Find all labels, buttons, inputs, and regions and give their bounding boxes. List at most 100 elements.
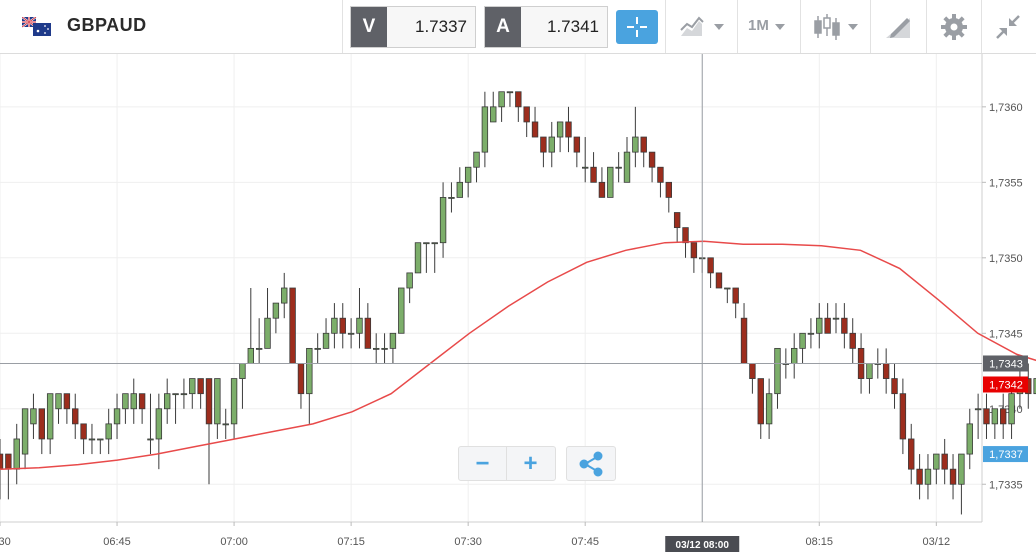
candle-bearish [916,468,923,485]
candle-bearish [891,378,898,395]
svg-text:1,7337: 1,7337 [989,449,1023,461]
candle-bullish [464,166,472,183]
divider [800,0,801,53]
buy-price: 1.7341 [547,17,599,36]
time-tick-label: 07:30 [454,536,482,548]
candle-bearish [598,181,606,198]
candles-layer [0,91,1036,515]
candle-bearish [297,363,305,395]
candle-bearish [5,453,12,470]
candle-bearish [531,121,539,138]
candle-bearish [138,393,146,410]
candle-bullish [255,347,263,350]
candle-bullish [230,378,238,425]
candle-bullish [866,363,873,379]
candle-bullish [247,347,254,364]
candle-bearish [197,378,204,395]
collapse-button[interactable] [993,12,1023,42]
candle-bullish [966,423,973,455]
zoom-out-button[interactable]: − [459,447,507,480]
candle-bullish [423,242,430,245]
time-tick-label: 03/12 [923,536,951,548]
candle-bearish [882,363,890,379]
candle-bullish [214,378,221,425]
candle-bullish [272,302,280,319]
candle-bearish [573,136,581,153]
candle-bullish [556,121,564,138]
divider [870,0,871,53]
candle-style-button[interactable] [812,12,862,42]
candle-bullish [172,393,179,396]
divider [981,0,982,53]
candle-bullish [88,438,96,441]
price-tick-label: 1,7350 [989,253,1023,265]
candle-bullish [439,197,447,244]
candle-bullish [807,332,815,335]
instrument-symbol: GBPAUD [67,15,147,35]
candle-bullish [774,347,781,395]
candle-bearish [80,423,87,440]
candle-bullish [381,347,388,350]
timeframe-selector[interactable]: 1M [748,17,769,34]
crosshair-button[interactable] [616,10,658,44]
candle-bearish [648,151,656,168]
candle-bullish [991,408,999,425]
candle-bearish [38,408,45,440]
candle-bearish [949,468,957,485]
candle-bearish [749,363,756,379]
zoom-in-button[interactable]: + [523,449,538,477]
time-tick-label: 07:00 [220,536,248,548]
bid-price-label: 1,7342 [983,376,1028,393]
candle-bullish [331,317,338,334]
price-tick-label: 1,7335 [989,479,1023,491]
candle-bullish [623,151,631,183]
candle-bearish [590,166,597,183]
time-tick-label: 08:15 [806,536,834,548]
share-button[interactable] [566,446,616,481]
candle-bullish [122,393,129,410]
candle-bullish [130,393,137,410]
drawing-tools-button[interactable] [883,12,913,42]
price-tick-label: 1,7345 [989,328,1023,340]
candle-bullish [356,317,363,334]
settings-button[interactable] [939,12,969,42]
zoom-controls: − + [458,446,556,481]
candle-bearish [841,317,848,334]
candle-bullish [155,408,163,440]
candle-bullish [481,106,489,153]
candle-bullish [398,287,405,334]
buy-label: A [485,7,521,47]
crosshair-time-label: 03/12 08:00 [665,536,740,552]
time-tick-label: 07:45 [571,536,599,548]
sell-price-button[interactable]: V 1.7337 [350,6,476,48]
candle-bullish [615,166,622,169]
candle-bearish [849,332,856,349]
candle-bullish [832,317,840,320]
candle-bullish [222,423,229,426]
drawing-tools-icon [886,18,910,38]
candle-bearish [824,317,831,334]
candle-bullish [724,287,731,290]
candle-bullish [406,272,413,289]
candlestick-icon [814,14,840,40]
price-tick-label: 1,7355 [989,177,1023,189]
chart-type-button[interactable] [678,12,728,42]
candle-bearish [515,91,522,108]
candle-bearish [657,166,664,183]
candle-bullish [473,151,480,168]
buy-price-button[interactable]: A 1.7341 [484,6,608,48]
candle-bearish [682,227,689,244]
candle-bullish [113,408,121,425]
area-chart-icon [680,16,704,36]
candle-bearish [757,378,764,425]
candle-bullish [448,197,455,199]
candle-bullish [55,393,62,410]
crosshair-icon [627,17,647,37]
candle-bearish [707,257,714,274]
candle-bearish [565,121,572,138]
candle-bearish [715,272,723,289]
time-tick-label: 07:15 [337,536,365,548]
candle-bearish [640,136,647,153]
candle-bullish [97,438,104,441]
